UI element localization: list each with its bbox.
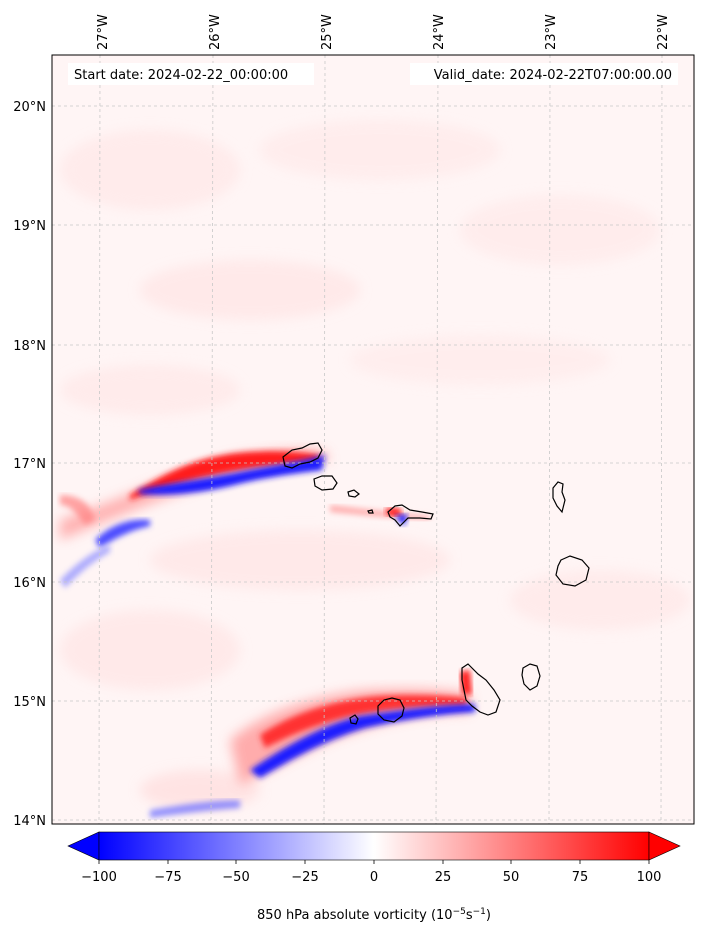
coastlines bbox=[282, 442, 590, 725]
gridlines bbox=[52, 55, 694, 824]
colorbar-tick-label: −75 bbox=[154, 870, 181, 885]
island-santo-antao bbox=[282, 442, 323, 469]
colorbar-tick-label: −25 bbox=[291, 870, 318, 885]
valid-date-box bbox=[410, 63, 678, 85]
colorbar-tick-label: 50 bbox=[503, 870, 520, 885]
lat-label: 14°N bbox=[13, 814, 46, 829]
vorticity-background-field bbox=[60, 120, 690, 810]
lon-label: 27°W bbox=[96, 14, 111, 50]
map-panel bbox=[52, 55, 694, 824]
colorbar-tick-label: −100 bbox=[81, 870, 117, 885]
vorticity-band-south bbox=[150, 670, 475, 818]
colorbar-tick-label: 25 bbox=[435, 870, 452, 885]
header-info: Start date: 2024-02-22_00:00:00 Valid_da… bbox=[68, 63, 678, 85]
lat-label: 20°N bbox=[13, 100, 46, 115]
lat-label: 15°N bbox=[13, 695, 46, 710]
colorbar-tick-label: −50 bbox=[222, 870, 249, 885]
start-date-box bbox=[68, 63, 314, 85]
longitude-labels: 27°W 26°W 25°W 24°W 23°W 22°W bbox=[96, 14, 671, 50]
colorbar-extend-max bbox=[648, 831, 681, 861]
start-date-text: Start date: 2024-02-22_00:00:00 bbox=[74, 68, 288, 83]
island-maio bbox=[521, 663, 541, 691]
island-santiago bbox=[461, 663, 501, 716]
colorbar-ticks bbox=[98, 860, 650, 864]
lon-label: 25°W bbox=[320, 14, 335, 50]
island-brava bbox=[349, 714, 359, 725]
island-sao-vicente bbox=[313, 475, 338, 491]
colorbar-label: 850 hPa absolute vorticity (10−5s−1) bbox=[257, 907, 491, 923]
colorbar-tick-label: 100 bbox=[637, 870, 662, 885]
island-sal bbox=[552, 481, 566, 514]
island-santa-luzia bbox=[347, 489, 360, 498]
colorbar-body bbox=[98, 831, 650, 861]
island-boa-vista bbox=[555, 555, 590, 587]
colorbar-tick-label: 75 bbox=[572, 870, 589, 885]
vorticity-band-north bbox=[60, 449, 430, 588]
colorbar-extend-min bbox=[67, 831, 100, 861]
latitude-labels: 20°N 19°N 18°N 17°N 16°N 15°N 14°N bbox=[13, 100, 46, 829]
lon-label: 22°W bbox=[656, 14, 671, 50]
lon-label: 24°W bbox=[432, 14, 447, 50]
lat-label: 17°N bbox=[13, 457, 46, 472]
colorbar-tick-label: 0 bbox=[370, 870, 378, 885]
colorbar: −100 −75 −50 −25 0 25 50 75 100 850 hPa … bbox=[67, 831, 681, 923]
island-sao-nicolau bbox=[387, 504, 434, 527]
lat-label: 16°N bbox=[13, 576, 46, 591]
map-frame bbox=[51, 54, 695, 825]
lon-label: 26°W bbox=[208, 14, 223, 50]
lat-label: 18°N bbox=[13, 339, 46, 354]
island-fogo bbox=[377, 697, 405, 723]
valid-date-text: Valid_date: 2024-02-22T07:00:00.00 bbox=[434, 68, 672, 83]
lat-label: 19°N bbox=[13, 219, 46, 234]
island-raso bbox=[367, 509, 374, 514]
lon-label: 23°W bbox=[544, 14, 559, 50]
